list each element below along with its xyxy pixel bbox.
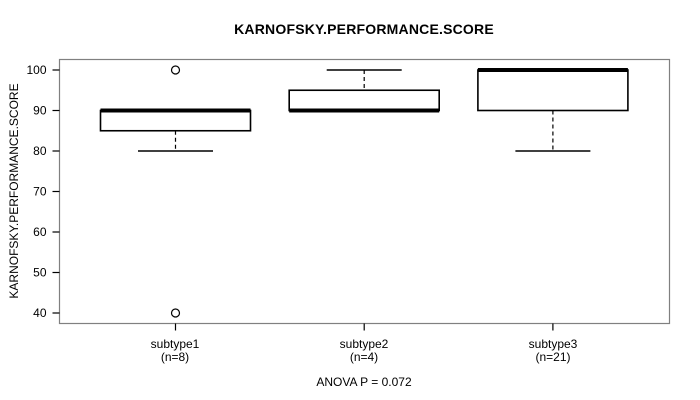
- y-tick-label: 70: [33, 185, 47, 199]
- x-axis-group-label-subtype2: subtype2 (n=4): [340, 338, 389, 364]
- group-name: subtype2: [339, 337, 389, 351]
- group-count: (n=8): [160, 350, 190, 364]
- x-axis-group-label-subtype1: subtype1 (n=8): [151, 338, 200, 364]
- group-count: (n=21): [535, 350, 571, 364]
- y-tick-label: 50: [33, 266, 47, 280]
- y-tick-label: 100: [26, 63, 46, 77]
- y-tick-label: 90: [33, 104, 47, 118]
- box-iqr: [99, 109, 252, 132]
- anova-p-value: ANOVA P = 0.072: [316, 375, 412, 389]
- y-tick-label: 60: [33, 225, 47, 239]
- group-name: subtype1: [150, 337, 200, 351]
- x-axis-group-label-subtype3: subtype3 (n=21): [529, 338, 578, 364]
- y-tick-label: 80: [33, 144, 47, 158]
- box-iqr: [477, 69, 629, 112]
- group-name: subtype3: [528, 337, 578, 351]
- y-tick-label: 40: [33, 306, 47, 320]
- group-count: (n=4): [349, 350, 379, 364]
- outlier-point: [170, 308, 181, 318]
- outlier-point: [170, 65, 181, 75]
- box-iqr: [288, 89, 441, 112]
- chart-title: KARNOFSKY.PERFORMANCE.SCORE: [234, 21, 494, 37]
